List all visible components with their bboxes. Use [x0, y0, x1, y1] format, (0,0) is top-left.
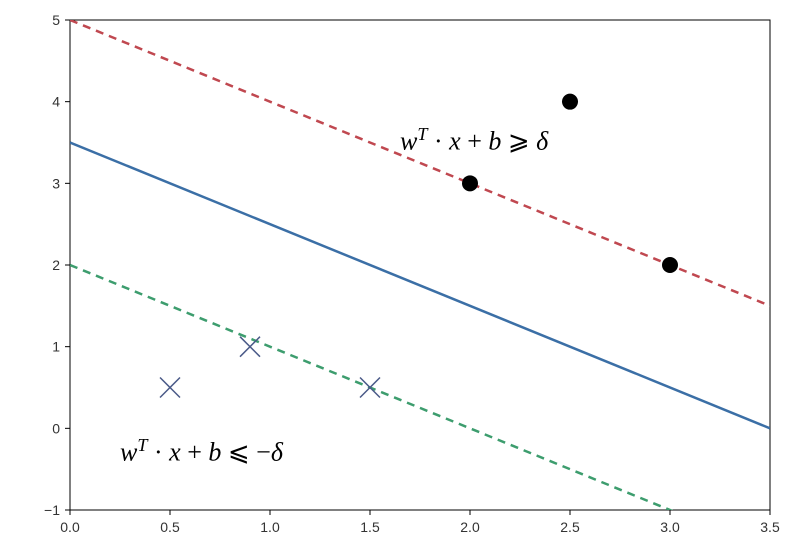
x-tick-label: 3.0 — [660, 519, 680, 535]
point-positive — [462, 175, 478, 191]
upper-formula: wT · x + b ⩾ δ — [400, 124, 548, 157]
lower-formula: wT · x + b ⩽ −δ — [120, 435, 283, 468]
x-tick-label: 0.0 — [60, 519, 80, 535]
chart-svg: 0.0 0.5 1.0 1.5 2.0 2.5 3.0 3.5 −1 0 1 2 3 4 5 — [0, 0, 800, 550]
y-tick-label: −1 — [44, 502, 60, 518]
point-positive — [662, 257, 678, 273]
x-tick-label: 0.5 — [160, 519, 180, 535]
y-tick-label: 2 — [52, 257, 60, 273]
x-tick-label: 1.5 — [360, 519, 380, 535]
y-tick-label: 0 — [52, 420, 60, 436]
point-positive — [562, 94, 578, 110]
x-tick-label: 2.5 — [560, 519, 580, 535]
chart-bg — [0, 0, 800, 550]
y-tick-label: 4 — [52, 94, 60, 110]
y-tick-label: 1 — [52, 339, 60, 355]
x-tick-label: 3.5 — [760, 519, 780, 535]
y-tick-label: 5 — [52, 12, 60, 28]
x-tick-label: 2.0 — [460, 519, 480, 535]
y-tick-label: 3 — [52, 175, 60, 191]
x-tick-label: 1.0 — [260, 519, 280, 535]
svm-chart: 0.0 0.5 1.0 1.5 2.0 2.5 3.0 3.5 −1 0 1 2 3 4 5 wT · x … — [0, 0, 800, 550]
